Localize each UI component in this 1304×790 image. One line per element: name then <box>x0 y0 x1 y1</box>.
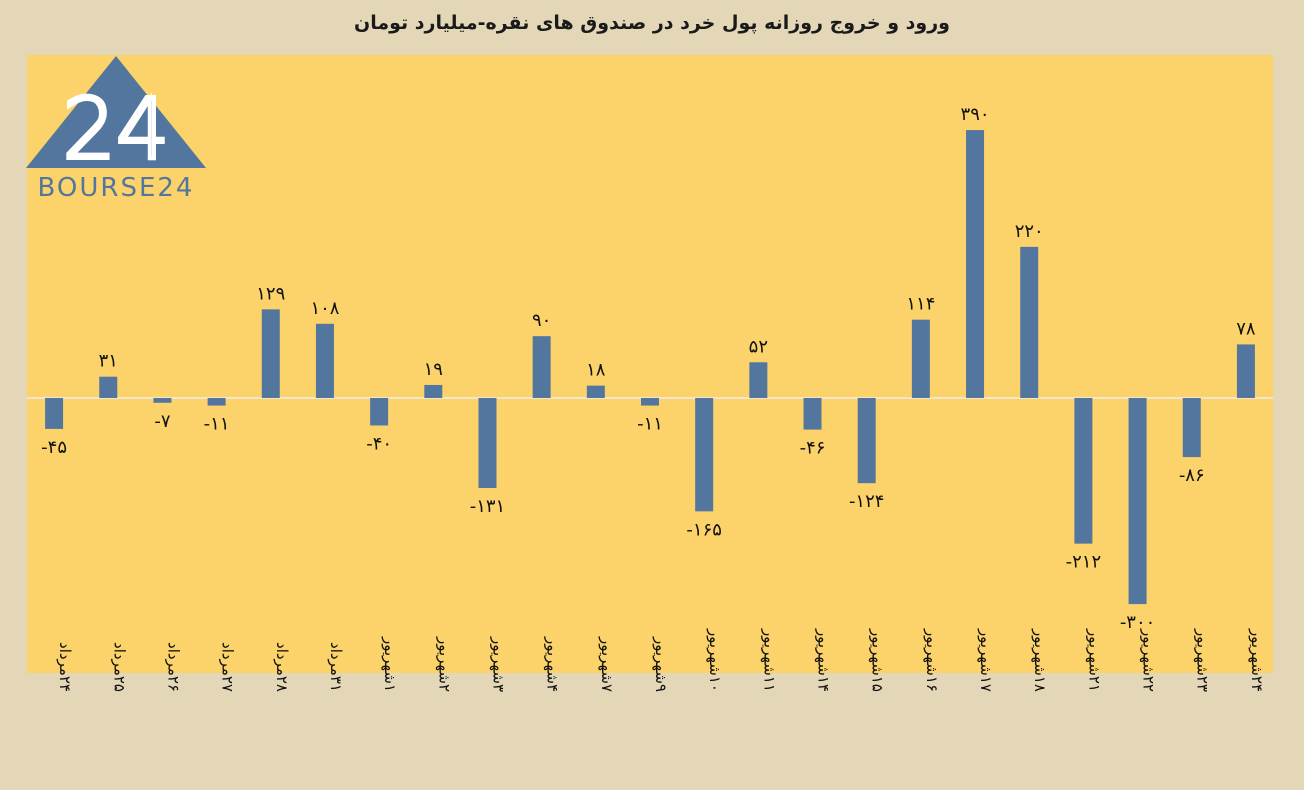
category-tick-label: ۲۲شهریور <box>1140 628 1158 692</box>
bar <box>45 398 64 429</box>
category-tick-label: ۳۱مرداد <box>327 642 345 692</box>
category-tick-label: ۲۳شهریور <box>1194 628 1212 692</box>
bar <box>911 319 930 398</box>
logo-text: BOURSE24 <box>38 173 195 203</box>
category-tick-label: ۴شهریور <box>544 636 562 692</box>
data-label: ۱۰۸ <box>310 298 339 319</box>
bar <box>749 362 768 398</box>
category-ticks-layer: ۲۴مرداد ۲۵مرداد ۲۶مرداد ۲۷مرداد ۲۸مرداد ۳۱مرد… <box>56 628 1266 692</box>
category-tick-label: ۲۷مرداد <box>219 642 237 692</box>
bar <box>207 398 226 406</box>
category-tick-label: ۹شهریور <box>652 636 670 692</box>
bar <box>1074 398 1093 544</box>
category-tick-label: ۲۵مرداد <box>110 642 128 692</box>
category-tick-label: ۱شهریور <box>381 636 399 692</box>
bar <box>261 309 280 398</box>
bar <box>370 398 389 426</box>
bar <box>1182 398 1201 458</box>
bar <box>153 398 172 403</box>
data-label: -۷ <box>154 411 170 432</box>
category-tick-label: ۱۱شهریور <box>760 628 778 692</box>
category-tick-label: ۲۸مرداد <box>273 642 291 692</box>
category-tick-label: ۲شهریور <box>435 636 453 692</box>
data-label: -۳۰۰ <box>1120 612 1156 633</box>
category-tick-label: ۷شهریور <box>598 636 616 692</box>
data-label: -۴۵ <box>41 437 67 458</box>
data-label: -۴۰ <box>366 433 392 454</box>
logo-triangle-icon <box>26 56 206 168</box>
chart-title: ورود و خروج روزانه پول خرد در صندوق های … <box>354 12 950 34</box>
category-tick-label: ۲۴مرداد <box>56 642 74 692</box>
data-label: ۲۲۰ <box>1015 221 1044 242</box>
data-label: -۱۱ <box>204 414 230 435</box>
bar <box>641 398 659 406</box>
data-label: ۵۲ <box>749 336 768 357</box>
data-label: ۱۱۴ <box>906 294 935 315</box>
plot-area <box>27 55 1273 673</box>
data-label: ۱۸ <box>586 360 606 381</box>
data-label: -۴۶ <box>800 438 826 459</box>
category-tick-label: ۱۴شهریور <box>815 628 833 692</box>
category-tick-label: ۱۸شهریور <box>1031 628 1049 692</box>
data-label: ۱۲۹ <box>256 283 285 304</box>
data-label: -۸۶ <box>1179 465 1205 486</box>
bar <box>966 130 985 398</box>
bars-layer <box>27 130 1273 605</box>
bar <box>424 384 443 398</box>
category-tick-label: ۱۵شهریور <box>869 628 887 692</box>
data-label: ۱۹ <box>424 359 443 380</box>
data-label: -۱۳۱ <box>470 496 506 517</box>
data-labels-layer: -۴۵ ۳۱ -۷ -۱۱ ۱۲۹ ۱۰۸ -۴۰ ۱۹ -۱۳۱ ۹۰ ۱۸ -۱۱ -۱۶۵ ۵۲ -۴… <box>41 104 1256 633</box>
bar <box>586 385 605 398</box>
data-label: ۳۹۰ <box>961 104 990 125</box>
bar <box>857 398 876 484</box>
category-tick-label: ۲۴شهریور <box>1248 628 1266 692</box>
bar <box>478 398 497 488</box>
bar <box>532 336 551 398</box>
category-tick-label: ۱۶شهریور <box>923 628 941 692</box>
bar <box>1128 398 1147 605</box>
data-label: ۷۸ <box>1236 318 1256 339</box>
data-label: ۳۱ <box>99 351 118 372</box>
category-tick-label: ۲۶مرداد <box>164 642 182 692</box>
data-label: -۱۲۴ <box>849 491 885 512</box>
category-tick-label: ۱۰شهریور <box>706 628 724 692</box>
category-tick-label: ۳شهریور <box>489 636 507 692</box>
data-label: -۲۱۲ <box>1066 552 1102 573</box>
category-tick-label: ۲۱شهریور <box>1085 628 1103 692</box>
bar <box>315 323 334 398</box>
bar <box>803 398 822 430</box>
data-label: -۱۱ <box>637 414 663 435</box>
bar <box>99 376 118 398</box>
data-label: ۹۰ <box>532 310 551 331</box>
category-tick-label: ۱۷شهریور <box>977 628 995 692</box>
bar <box>695 398 714 512</box>
data-label: -۱۶۵ <box>686 519 722 540</box>
bar <box>1236 344 1255 398</box>
bar <box>1020 246 1039 398</box>
logo-mark: 24 <box>63 80 170 178</box>
bourse24-logo: 24 BOURSE24 <box>26 56 206 203</box>
